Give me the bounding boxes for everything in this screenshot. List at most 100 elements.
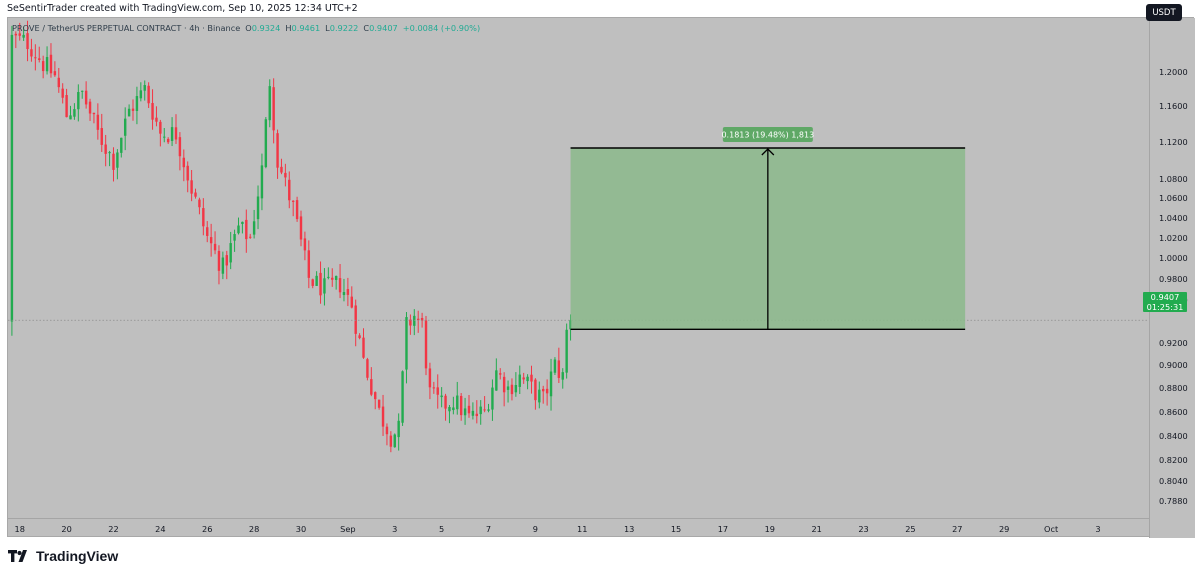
candle-body xyxy=(100,128,103,145)
candle-body xyxy=(252,221,256,235)
footer-brand[interactable]: TradingView xyxy=(8,548,118,564)
candle-body xyxy=(471,410,475,416)
candle-body xyxy=(284,172,287,178)
candle-body xyxy=(135,96,139,111)
candle-body xyxy=(358,335,361,339)
candle-body xyxy=(456,395,459,410)
last-price-value: 0.9407 xyxy=(1150,292,1180,302)
time-tick-label: 21 xyxy=(811,524,822,534)
candle-body xyxy=(444,395,447,409)
candle-body xyxy=(557,360,561,378)
candle-body xyxy=(245,219,248,240)
candle-body xyxy=(182,157,186,168)
candle-body xyxy=(120,137,123,153)
candle-body xyxy=(264,119,268,168)
candle-body xyxy=(327,276,330,278)
price-tick-label: 0.8400 xyxy=(1159,430,1188,441)
candle-body xyxy=(34,57,37,59)
candle-body xyxy=(194,192,197,197)
tradingview-logo-icon xyxy=(8,550,27,562)
candle-body xyxy=(366,359,369,378)
candle-body xyxy=(350,296,353,308)
candle-body xyxy=(565,329,568,373)
candle-body xyxy=(487,409,490,411)
price-tick-label: 1.1600 xyxy=(1159,101,1188,112)
candle-body xyxy=(299,216,303,240)
price-axis[interactable]: 1.2000 1.1600 1.1200 1.0800 1.0600 1.0400 1.02… xyxy=(1149,18,1195,538)
candle-body xyxy=(81,90,84,92)
price-tick-label: 1.0400 xyxy=(1159,212,1188,223)
time-tick-label: 29 xyxy=(998,524,1010,534)
candle-body xyxy=(108,152,111,154)
candle-body xyxy=(41,61,45,72)
price-tick-label: 1.0000 xyxy=(1159,252,1188,263)
close-value: 0.9407 xyxy=(369,23,398,33)
candle-body xyxy=(276,133,279,168)
candle-body xyxy=(147,85,150,104)
candle-body xyxy=(112,153,115,170)
candle-body xyxy=(342,292,346,296)
candle-body xyxy=(534,379,537,401)
high-label: H xyxy=(285,23,292,33)
chart-panel[interactable]: 0.1813 (19.48%) 1,813 PROVE / TetherUS P… xyxy=(7,17,1195,538)
candle-body xyxy=(323,278,326,294)
candle-body xyxy=(26,33,29,50)
plot-area[interactable]: 0.1813 (19.48%) 1,813 PROVE / TetherUS P… xyxy=(8,18,1149,518)
price-tick-label: 0.8800 xyxy=(1159,383,1188,394)
candle-body xyxy=(295,200,299,220)
candle-body xyxy=(233,234,236,241)
candle-body xyxy=(237,225,240,234)
candle-body xyxy=(319,272,322,296)
last-price-label: 0.9407 01:25:31 xyxy=(1143,292,1187,312)
candle-body xyxy=(69,115,72,120)
close-label: C xyxy=(363,23,370,33)
price-tick-label: 1.2000 xyxy=(1159,66,1188,77)
bar-countdown: 01:25:31 xyxy=(1146,301,1184,312)
time-tick-label: 27 xyxy=(952,524,963,534)
time-tick-label: 22 xyxy=(108,524,119,534)
price-tick-label: 1.0600 xyxy=(1159,193,1188,204)
price-tick-label: 0.9000 xyxy=(1159,360,1188,371)
candle-body xyxy=(280,166,283,173)
currency-button[interactable]: USDT xyxy=(1146,4,1182,21)
candle-body xyxy=(499,373,502,375)
low-label: L xyxy=(325,23,330,33)
candle-body xyxy=(354,305,357,334)
time-tick-label: 28 xyxy=(248,524,260,534)
candle-body xyxy=(389,435,393,447)
candle-body xyxy=(518,374,521,387)
symbol-name[interactable]: PROVE / TetherUS PERPETUAL CONTRACT · 4h… xyxy=(12,23,241,33)
candle-body xyxy=(553,359,557,373)
candle-body xyxy=(198,199,201,208)
candle-body xyxy=(381,406,385,427)
candle-body xyxy=(241,221,244,225)
symbol-legend[interactable]: PROVE / TetherUS PERPETUAL CONTRACT · 4h… xyxy=(12,23,480,33)
time-tick-label: 15 xyxy=(670,524,682,534)
time-tick-label: 25 xyxy=(905,524,916,534)
candle-body xyxy=(440,395,443,398)
candle-body xyxy=(514,385,518,393)
candle-body xyxy=(190,180,193,194)
candle-body xyxy=(213,243,217,251)
candle-body xyxy=(131,108,135,111)
candle-body xyxy=(174,127,178,140)
candle-body xyxy=(346,289,350,295)
candle-body xyxy=(331,277,334,280)
candle-body xyxy=(170,127,174,141)
candle-body xyxy=(459,395,463,416)
candle-body xyxy=(45,57,49,72)
candle-body xyxy=(307,250,311,278)
price-range-arrow-head xyxy=(761,148,775,156)
candle-body xyxy=(491,387,494,410)
time-tick-label: 17 xyxy=(717,524,729,534)
candle-body xyxy=(405,317,408,370)
candle-body xyxy=(22,34,25,38)
candlestick-chart[interactable]: 0.1813 (19.48%) 1,813 xyxy=(8,18,1149,518)
time-axis[interactable]: 18 20 22 24 26 28 30 Sep 3 5 7 9 11 13 15 17 19 21 23 25 27 2… xyxy=(8,518,1149,538)
candle-body xyxy=(479,406,482,415)
price-tick-label: 0.9200 xyxy=(1159,337,1188,348)
candle-body xyxy=(143,85,146,91)
price-tick-label: 1.1200 xyxy=(1159,137,1188,148)
open-label: O xyxy=(245,23,252,33)
candle-body xyxy=(370,379,373,395)
